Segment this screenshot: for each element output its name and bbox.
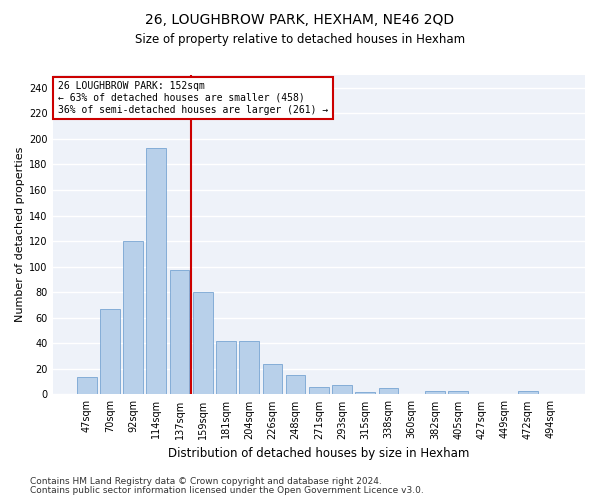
Bar xyxy=(239,341,259,394)
Bar xyxy=(170,270,190,394)
Bar xyxy=(216,341,236,394)
Bar xyxy=(448,390,468,394)
X-axis label: Distribution of detached houses by size in Hexham: Distribution of detached houses by size … xyxy=(168,447,470,460)
Bar xyxy=(379,388,398,394)
Text: Contains public sector information licensed under the Open Government Licence v3: Contains public sector information licen… xyxy=(30,486,424,495)
Text: 26 LOUGHBROW PARK: 152sqm
← 63% of detached houses are smaller (458)
36% of semi: 26 LOUGHBROW PARK: 152sqm ← 63% of detac… xyxy=(58,82,328,114)
Bar xyxy=(425,390,445,394)
Text: 26, LOUGHBROW PARK, HEXHAM, NE46 2QD: 26, LOUGHBROW PARK, HEXHAM, NE46 2QD xyxy=(145,12,455,26)
Bar xyxy=(355,392,375,394)
Bar xyxy=(100,309,120,394)
Bar xyxy=(77,376,97,394)
Y-axis label: Number of detached properties: Number of detached properties xyxy=(15,147,25,322)
Bar xyxy=(263,364,282,394)
Text: Contains HM Land Registry data © Crown copyright and database right 2024.: Contains HM Land Registry data © Crown c… xyxy=(30,477,382,486)
Bar xyxy=(123,241,143,394)
Bar xyxy=(518,390,538,394)
Text: Size of property relative to detached houses in Hexham: Size of property relative to detached ho… xyxy=(135,32,465,46)
Bar xyxy=(332,386,352,394)
Bar xyxy=(286,376,305,394)
Bar xyxy=(193,292,212,394)
Bar xyxy=(309,387,329,394)
Bar xyxy=(146,148,166,394)
